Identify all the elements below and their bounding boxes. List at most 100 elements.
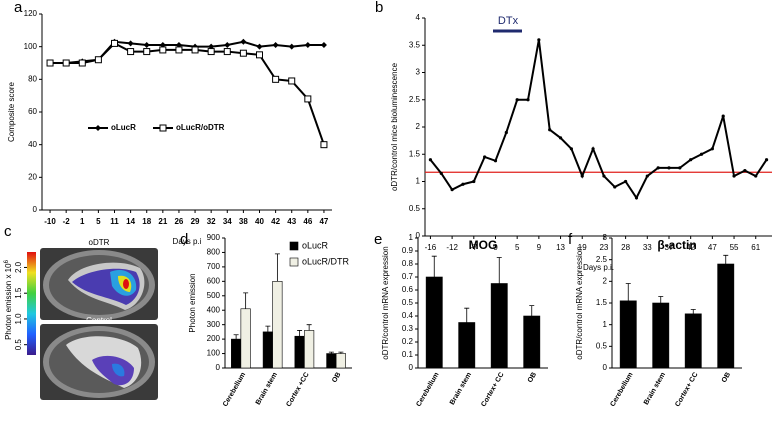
x-tick-label: 46 [303, 217, 312, 226]
legend-marker [95, 125, 101, 131]
marker [526, 98, 530, 102]
x-tick-label: 43 [287, 217, 296, 226]
panel-letter: d [180, 231, 188, 248]
marker [483, 155, 487, 159]
x-tick-label: 32 [207, 217, 216, 226]
colorbar [27, 252, 36, 355]
y-axis-label: oDTR/control mRNA expression [381, 246, 390, 359]
y-tick-label: 1 [409, 233, 414, 242]
error-bar [328, 351, 334, 354]
x-tick-label: 40 [255, 217, 264, 226]
x-tick-label: 9 [537, 243, 542, 252]
marker [558, 136, 563, 140]
x-tick-label: Brain stem [643, 371, 667, 406]
x-tick-label: 1 [80, 217, 85, 226]
x-tick-label: 55 [730, 243, 739, 252]
error-bar [464, 307, 470, 323]
x-tick-label: OB [721, 371, 732, 384]
y-tick-label: 1 [416, 177, 421, 186]
bar [619, 300, 637, 369]
error-bar [233, 334, 239, 340]
marker [569, 147, 573, 151]
y-tick-label: 0.3 [402, 324, 414, 333]
y-tick-label: 0 [409, 363, 414, 372]
panel-letter: e [374, 231, 382, 248]
y-tick-label: 2.5 [409, 95, 421, 104]
x-tick-label: Brain stem [449, 371, 473, 406]
error-bar [529, 305, 535, 316]
y-tick-label: 100 [207, 349, 221, 358]
y-tick-label: 600 [207, 276, 221, 285]
y-tick-label: 500 [207, 291, 221, 300]
marker [256, 43, 263, 50]
marker [624, 179, 628, 184]
marker [764, 158, 769, 162]
marker [428, 158, 433, 162]
y-tick-label: 1.5 [596, 298, 608, 307]
y-tick-label: 200 [207, 334, 221, 343]
error-bar [306, 324, 312, 331]
x-tick-label: 11 [110, 217, 119, 226]
marker [143, 48, 151, 56]
marker [602, 174, 606, 178]
x-tick-label: 23 [599, 243, 608, 252]
error-bar [625, 283, 631, 301]
error-bar [431, 255, 437, 277]
bar [240, 308, 251, 369]
y-tick-label: 0.5 [402, 298, 414, 307]
x-tick-label: -2 [63, 217, 71, 226]
x-tick-label: -12 [446, 243, 458, 252]
error-bar [274, 253, 280, 282]
y-tick-label: 2 [416, 122, 421, 131]
y-tick-label: 3 [416, 68, 421, 77]
marker [678, 166, 682, 170]
y-tick-label: 2 [603, 276, 608, 285]
panel-letter: c [4, 223, 12, 240]
y-tick-label: 900 [207, 233, 221, 242]
y-tick-label: 300 [207, 320, 221, 329]
x-tick-label: -7 [470, 243, 478, 252]
marker [304, 95, 312, 103]
x-tick-label: 37 [665, 243, 674, 252]
legend-marker [159, 124, 167, 132]
marker [699, 152, 704, 156]
marker [111, 39, 118, 47]
photo-label: Control [86, 316, 112, 325]
bar [523, 315, 541, 369]
error-bar [496, 257, 502, 284]
bar [425, 276, 443, 369]
error-bar [338, 351, 344, 354]
y-tick-label: 0.9 [402, 246, 414, 255]
marker [656, 166, 660, 170]
y-tick-label: 0.5 [409, 204, 421, 213]
y-tick-label: 700 [207, 262, 221, 271]
colorbar-tick-label: 2.0 [14, 261, 23, 273]
marker [732, 174, 736, 178]
x-tick-label: 21 [158, 217, 167, 226]
x-axis-label: Days p.i [173, 237, 202, 246]
marker [240, 38, 247, 45]
bar [652, 302, 670, 369]
colorbar-tick-label: 1.5 [14, 287, 23, 299]
x-tick-label: 13 [556, 243, 565, 252]
x-tick-label: Cerebellum [222, 371, 247, 408]
y-tick-label: 120 [24, 9, 38, 18]
marker [515, 98, 519, 102]
x-tick-label: 0 [493, 243, 498, 252]
y-tick-label: 0.7 [402, 272, 414, 281]
marker [62, 59, 70, 67]
photo-label: oDTR [89, 238, 110, 247]
error-bar [658, 296, 664, 303]
marker [272, 42, 279, 49]
y-tick-label: 20 [28, 172, 37, 181]
annotation: DTx [498, 15, 519, 27]
y-tick-label: 4 [416, 13, 421, 22]
bar [294, 335, 305, 369]
line [50, 40, 324, 64]
legend-swatch [289, 241, 299, 251]
y-tick-label: 0.4 [402, 311, 414, 320]
marker [580, 174, 584, 178]
signal [112, 363, 125, 377]
colorbar-tick-label: 0.5 [14, 339, 23, 351]
x-tick-label: 19 [578, 243, 587, 252]
